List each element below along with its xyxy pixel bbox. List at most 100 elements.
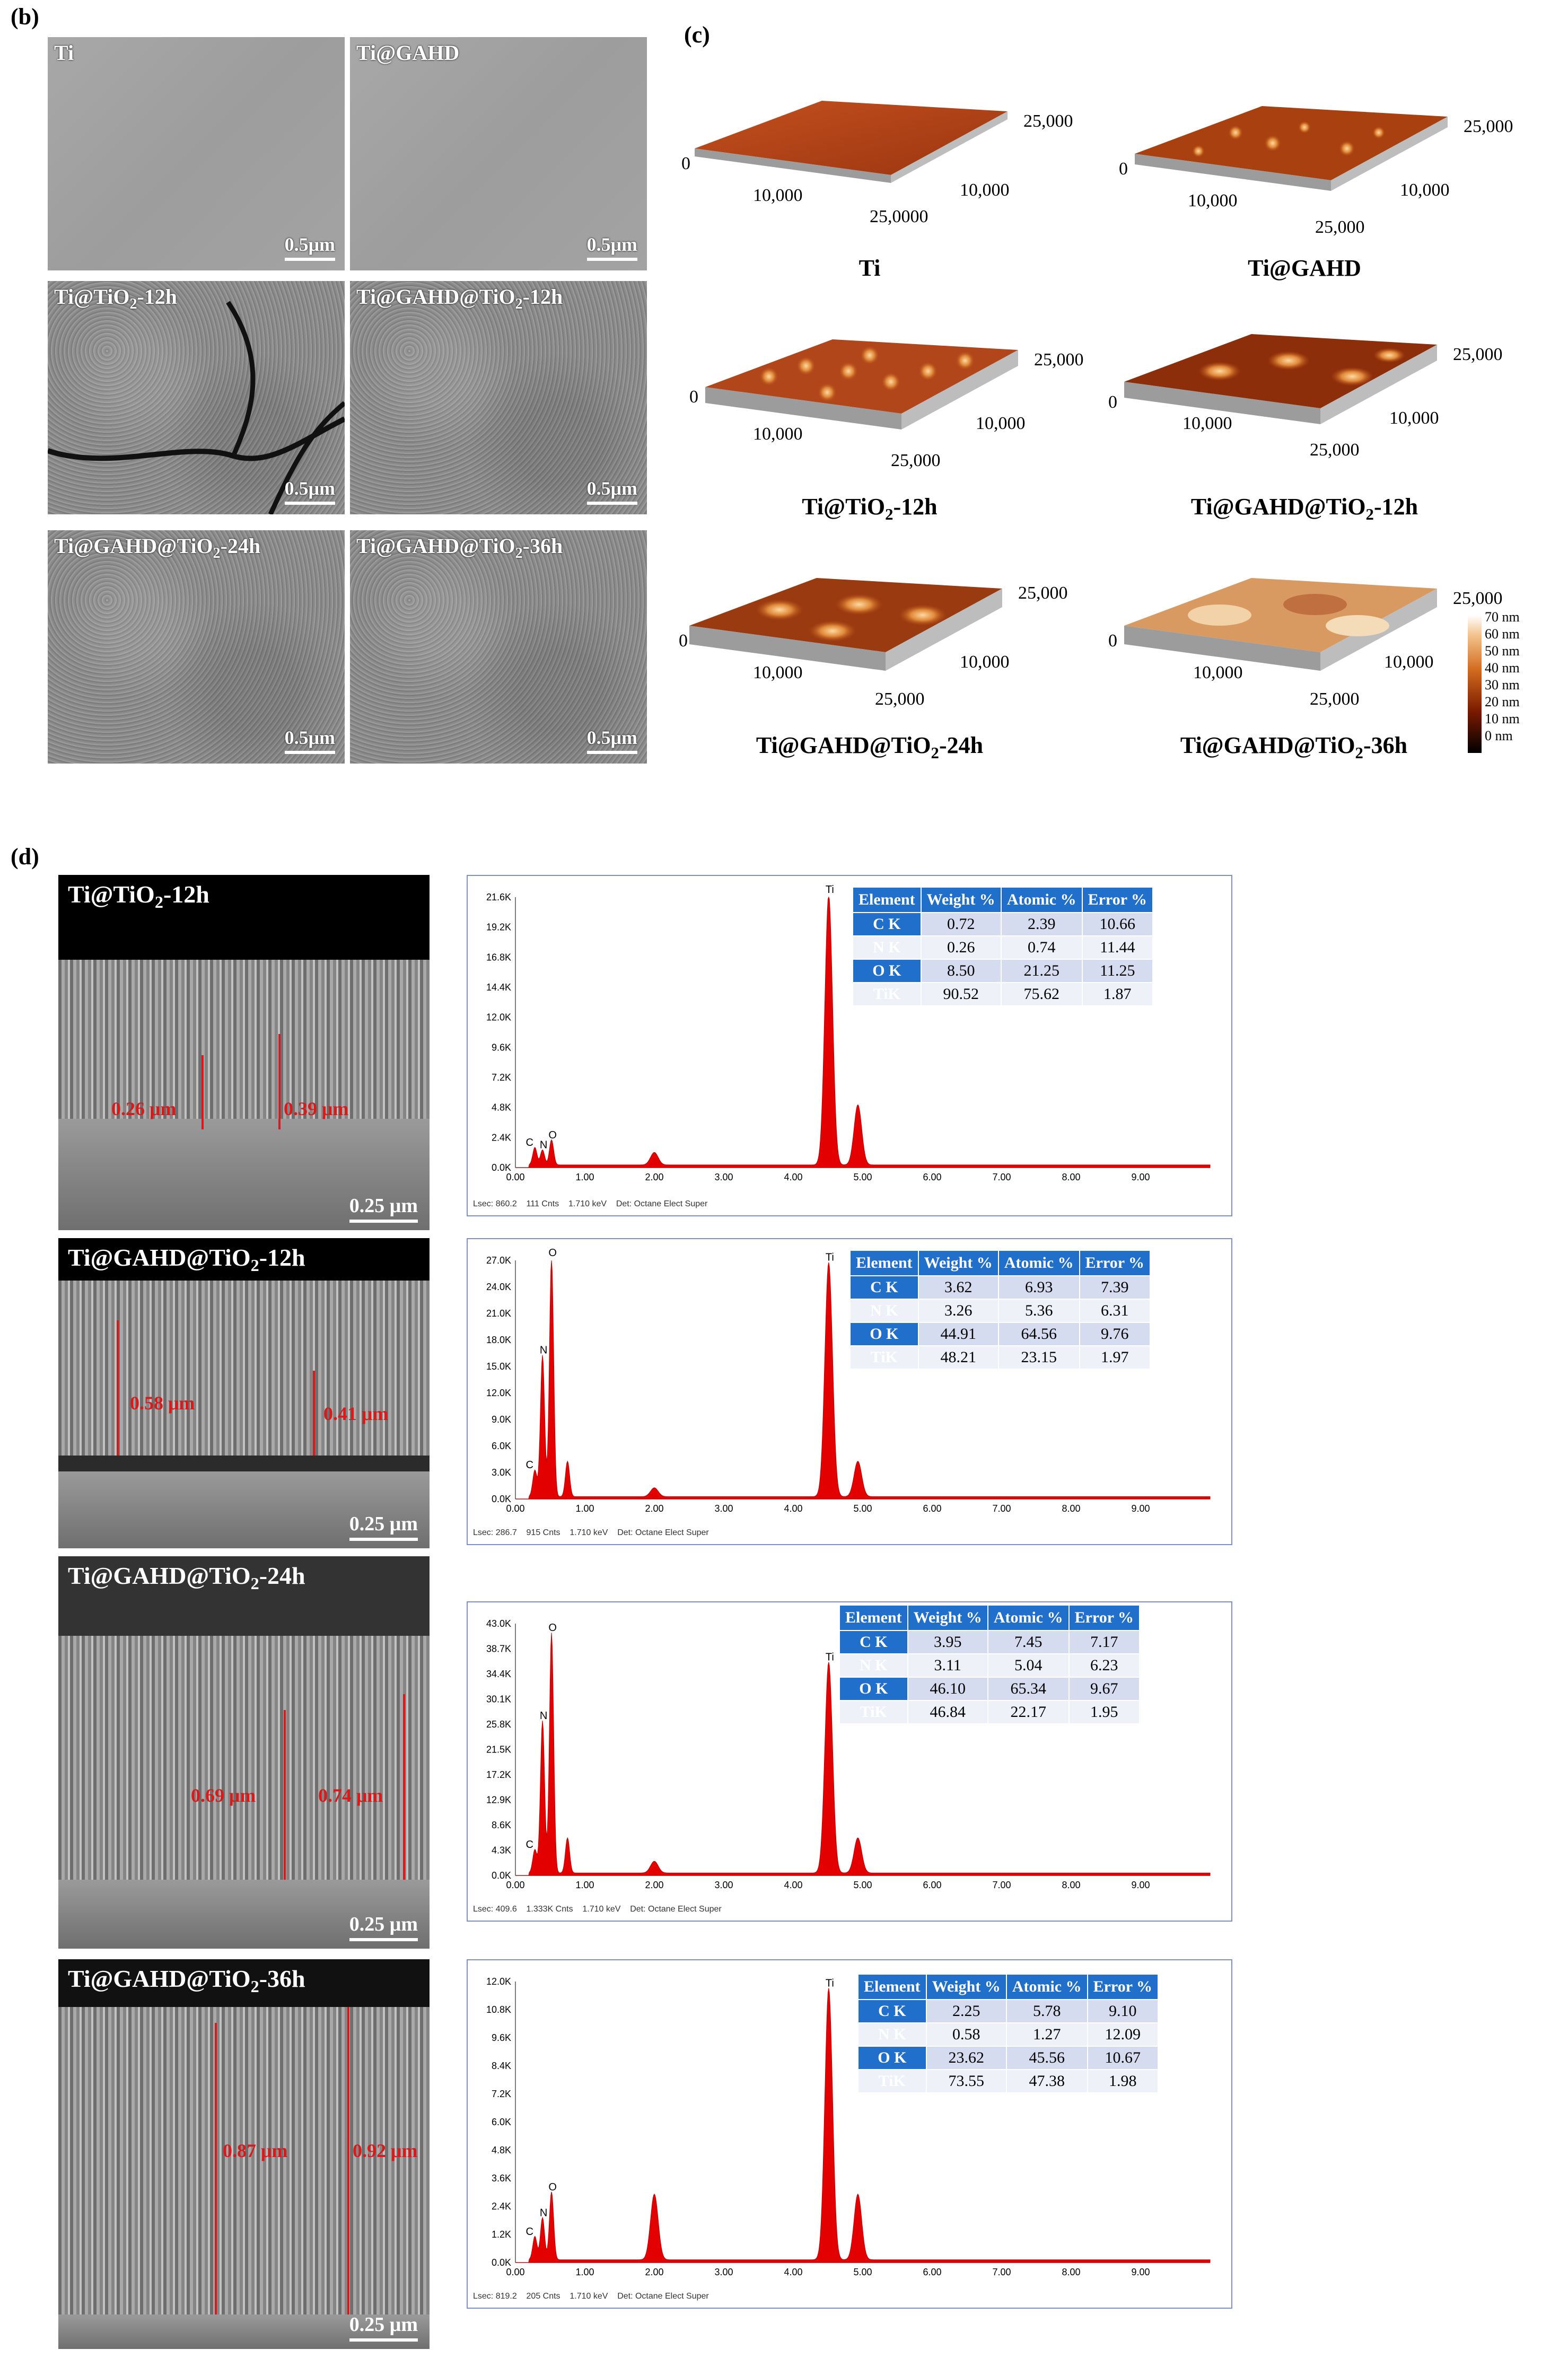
x-tick-label: 9.00 <box>1131 1503 1150 1514</box>
y-tick-label: 10.8K <box>486 2004 511 2015</box>
afm-tick: 10,000 <box>1188 191 1238 211</box>
y-tick-label: 21.5K <box>486 1745 511 1755</box>
sem-tile-ti-gahd-tio2-36h: Ti@GAHD@TiO2-36h 0.5μm <box>350 530 647 764</box>
spectrum-series <box>515 1633 1211 1876</box>
eds-chart: 21.6K 19.2K 16.8K 14.4K 12.0K 9.6K 7.2K 4.8K 2.4… <box>486 884 1211 1182</box>
x-tick-label: 6.00 <box>923 1503 941 1514</box>
afm-tick: 25,000 <box>1310 440 1360 460</box>
afm-tick: 10,000 <box>976 414 1026 433</box>
y-tick-label: 8.4K <box>492 2061 511 2071</box>
afm-caption: Ti <box>859 255 881 281</box>
afm-caption: Ti@GAHD@TiO2-36h <box>1180 732 1408 762</box>
afm-tick: 10,000 <box>753 424 803 444</box>
scale-bar: 0.25 μm <box>349 1512 418 1541</box>
x-tick-label: 8.00 <box>1062 1880 1080 1890</box>
sem-tile-ti-gahd: Ti@GAHD 0.5μm <box>350 37 647 270</box>
scale-bar: 0.25 μm <box>349 1194 418 1223</box>
afm-caption: Ti@GAHD@TiO2-24h <box>756 732 984 762</box>
y-tick-label: 24.0K <box>486 1282 511 1292</box>
x-tick-label: 0.00 <box>506 1503 524 1514</box>
sem-title: Ti@GAHD@TiO2-24h <box>54 534 261 562</box>
scale-bar: 0.25 μm <box>349 1913 418 1941</box>
panel-c-label: (c) <box>684 22 710 48</box>
afm-tick: 25,000 <box>1464 117 1513 136</box>
afm-caption: Ti@GAHD@TiO2-12h <box>1190 494 1418 523</box>
cross-section-ti-gahd-tio2-36h: Ti@GAHD@TiO2-36h 0.87 μm 0.92 μm 0.25 μm <box>58 1959 430 2349</box>
eds-chart: 43.0K 38.7K 34.4K 30.1K 25.8K 21.5K 17.2K 12.9K… <box>486 1618 1211 1890</box>
afm-caption: Ti@TiO2-12h <box>802 494 938 523</box>
sem-title: Ti@GAHD <box>356 41 460 65</box>
sem-tile-ti: Ti 0.5μm <box>48 37 345 270</box>
y-tick-label: 12.0K <box>486 1388 511 1398</box>
x-tick-label: 3.00 <box>714 1880 733 1890</box>
peak-label: N <box>540 2207 547 2219</box>
y-tick-label: 30.1K <box>486 1694 511 1705</box>
afm-tick: 10,000 <box>1182 414 1232 433</box>
afm-tick: 25,000 <box>1023 111 1073 131</box>
y-tick-label: 0.0K <box>492 1494 511 1504</box>
xsec-title: Ti@TiO2-12h <box>68 881 209 912</box>
peak-label: Ti <box>826 1251 834 1263</box>
afm-tick: 0 <box>679 631 688 651</box>
scale-bar: 0.5μm <box>284 726 335 754</box>
x-tick-label: 5.00 <box>853 1880 872 1890</box>
x-tick-label: 3.00 <box>714 2267 733 2277</box>
x-tick-label: 4.00 <box>784 1172 802 1182</box>
afm-tick: 25,000 <box>1034 350 1084 370</box>
afm-tick: 25,000 <box>1315 217 1365 237</box>
x-tick-label: 6.00 <box>923 1880 941 1890</box>
afm-tick: 25,000 <box>1018 583 1068 603</box>
y-tick-label: 12.0K <box>486 1976 511 1987</box>
afm-surface-ti-gahd-tio2-36h <box>1124 578 1437 671</box>
y-tick-label: 6.0K <box>492 2117 511 2127</box>
x-tick-label: 2.00 <box>645 1503 663 1514</box>
x-tick-label: 1.00 <box>575 2267 594 2277</box>
scale-bar: 0.5μm <box>284 477 335 505</box>
scale-bar: 0.25 μm <box>349 2313 418 2342</box>
y-tick-label: 8.6K <box>492 1820 511 1830</box>
afm-tick: 10,000 <box>1384 652 1434 672</box>
afm-tick: 10,000 <box>1400 180 1450 200</box>
eds-footer: Lsec: 819.2 205 Cnts 1.710 keV Det: Octa… <box>473 2292 709 2301</box>
x-tick-label: 8.00 <box>1062 1172 1080 1182</box>
peak-label: O <box>548 1622 557 1634</box>
eds-chart: 12.0K 10.8K 9.6K 8.4K 7.2K 6.0K 4.8K 3.6K 2.4K 1.… <box>486 1976 1211 2277</box>
peak-label: O <box>548 1129 557 1141</box>
peak-label: C <box>525 1137 533 1149</box>
xsec-title: Ti@GAHD@TiO2-36h <box>68 1965 305 1996</box>
y-tick-label: 4.3K <box>492 1845 511 1856</box>
y-tick-label: 1.2K <box>492 2229 511 2240</box>
y-tick-label: 6.0K <box>492 1441 511 1451</box>
afm-surface-ti-gahd-tio2-24h <box>689 578 1002 671</box>
cross-section-ti-gahd-tio2-24h: Ti@GAHD@TiO2-24h 0.69 μm 0.74 μm 0.25 μm <box>58 1556 430 1949</box>
x-tick-label: 4.00 <box>784 1880 802 1890</box>
spectrum-series <box>515 1988 1211 2263</box>
x-tick-label: 4.00 <box>784 2267 802 2277</box>
afm-tick: 0 <box>681 154 690 173</box>
afm-surfaces <box>689 101 1482 753</box>
y-tick-label: 25.8K <box>486 1719 511 1730</box>
x-tick-label: 0.00 <box>506 1172 524 1182</box>
y-tick-label: 34.4K <box>486 1669 511 1679</box>
afm-surface-ti <box>695 101 1008 183</box>
y-tick-label: 19.2K <box>486 922 511 933</box>
thickness-label: 0.39 μm <box>284 1098 349 1119</box>
element-table: Element Weight % Atomic % Error % C K 3.62 6.… <box>849 1250 1151 1370</box>
eds-spectrum-4: 12.0K 10.8K 9.6K 8.4K 7.2K 6.0K 4.8K 3.6K 2.4K 1.… <box>467 1959 1232 2309</box>
y-tick-label: 27.0K <box>486 1255 511 1266</box>
y-tick-label: 2.4K <box>492 1132 511 1143</box>
afm-caption: Ti@GAHD <box>1248 255 1361 281</box>
sem-tile-ti-tio2-12h: Ti@TiO2-12h 0.5μm <box>48 281 345 514</box>
xsec-title: Ti@GAHD@TiO2-12h <box>68 1244 305 1275</box>
x-tick-label: 8.00 <box>1062 2267 1080 2277</box>
peak-label: N <box>540 1344 547 1356</box>
y-tick-label: 0.0K <box>492 1870 511 1881</box>
thickness-label: 0.87 μm <box>223 2140 288 2161</box>
scale-bar: 0.5μm <box>586 726 637 754</box>
x-tick-label: 1.00 <box>575 1172 594 1182</box>
y-tick-label: 4.8K <box>492 1102 511 1113</box>
y-tick-label: 0.0K <box>492 1162 511 1173</box>
x-tick-label: 9.00 <box>1131 1172 1150 1182</box>
y-tick-label: 2.4K <box>492 2201 511 2212</box>
y-tick-label: 9.6K <box>492 2032 511 2043</box>
